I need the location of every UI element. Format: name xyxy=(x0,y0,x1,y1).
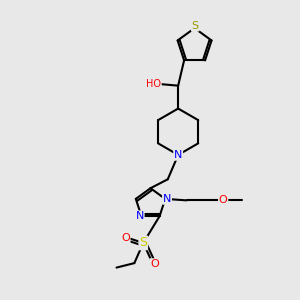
Text: N: N xyxy=(174,150,182,160)
Text: N: N xyxy=(163,194,171,204)
Text: O: O xyxy=(121,233,130,243)
Text: HO: HO xyxy=(146,79,161,89)
Text: S: S xyxy=(139,236,147,249)
Text: S: S xyxy=(192,21,199,31)
Text: O: O xyxy=(150,259,159,269)
Text: N: N xyxy=(136,211,144,221)
Text: O: O xyxy=(219,195,227,206)
